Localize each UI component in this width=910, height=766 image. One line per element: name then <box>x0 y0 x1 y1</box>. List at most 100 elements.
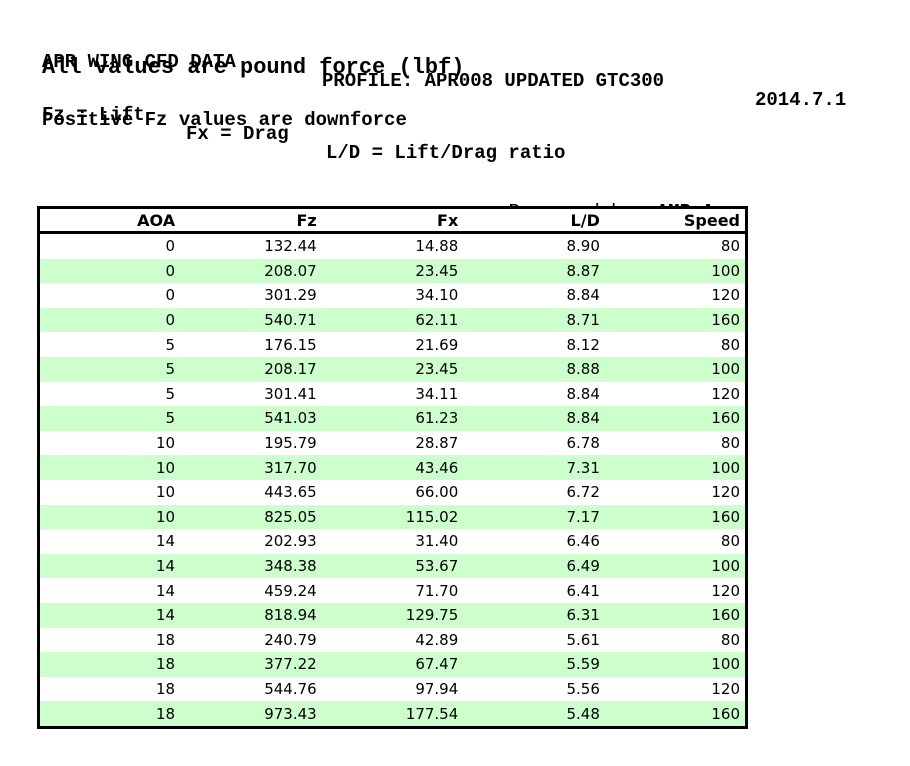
cell-aoa: 10 <box>38 455 181 480</box>
cell-aoa: 10 <box>38 479 181 505</box>
cell-aoa: 5 <box>38 381 181 407</box>
cell-ld: 6.78 <box>463 430 605 456</box>
table-row: 0 540.71 62.11 8.71 160 <box>38 307 747 333</box>
cell-fz: 202.93 <box>180 529 322 554</box>
cell-speed: 100 <box>604 258 747 284</box>
cell-ld: 8.87 <box>463 258 605 284</box>
cell-fx: 129.75 <box>321 602 464 628</box>
cell-aoa: 0 <box>38 283 181 308</box>
cell-speed: 100 <box>604 652 747 677</box>
table-row: 18 377.22 67.47 5.59 100 <box>38 652 747 677</box>
profile-label: PROFILE: APR008 UPDATED GTC300 <box>322 70 665 92</box>
cell-ld: 8.84 <box>463 283 605 308</box>
cell-aoa: 10 <box>38 430 181 456</box>
cell-aoa: 14 <box>38 578 181 603</box>
table-row: 10 317.70 43.46 7.31 100 <box>38 455 747 480</box>
cell-ld: 5.59 <box>463 652 605 677</box>
cell-ld: 6.72 <box>463 479 605 505</box>
cell-fx: 23.45 <box>321 258 464 284</box>
cell-ld: 5.61 <box>463 627 605 653</box>
cell-aoa: 0 <box>38 258 181 284</box>
cell-aoa: 18 <box>38 652 181 677</box>
cell-fz: 541.03 <box>180 406 322 431</box>
cell-fz: 973.43 <box>180 701 322 728</box>
cell-ld: 6.49 <box>463 553 605 579</box>
cell-fz: 443.65 <box>180 479 322 505</box>
cell-ld: 8.84 <box>463 406 605 431</box>
cell-fx: 34.11 <box>321 381 464 407</box>
cell-fz: 240.79 <box>180 627 322 653</box>
cell-ld: 8.12 <box>463 332 605 357</box>
cell-fz: 544.76 <box>180 676 322 702</box>
cell-fx: 67.47 <box>321 652 464 677</box>
document-title-line: APR WING CFD DATA PROFILE: APR008 UPDATE… <box>0 34 910 129</box>
cell-ld: 6.41 <box>463 578 605 603</box>
cell-fz: 818.94 <box>180 602 322 628</box>
cell-fx: 66.00 <box>321 479 464 505</box>
units-subtitle: All values are pound force (lbf) <box>42 55 465 80</box>
cell-fz: 195.79 <box>180 430 322 456</box>
cell-aoa: 18 <box>38 627 181 653</box>
document-date: 2014.7.1 <box>755 89 847 111</box>
cell-speed: 100 <box>604 455 747 480</box>
cell-ld: 6.31 <box>463 602 605 628</box>
cell-fz: 176.15 <box>180 332 322 357</box>
cell-fx: 71.70 <box>321 578 464 603</box>
cell-aoa: 10 <box>38 504 181 530</box>
cell-speed: 120 <box>604 381 747 407</box>
table-row: 0 208.07 23.45 8.87 100 <box>38 258 747 284</box>
legend-fz: Fz = Lift <box>42 104 145 126</box>
cell-ld: 8.88 <box>463 356 605 382</box>
cell-fz: 459.24 <box>180 578 322 603</box>
cell-speed: 120 <box>604 479 747 505</box>
legend-fx: Fx = Drag <box>186 123 289 145</box>
table-row: 0 132.44 14.88 8.90 80 <box>38 232 747 259</box>
table-row: 14 459.24 71.70 6.41 120 <box>38 578 747 603</box>
cell-speed: 80 <box>604 627 747 653</box>
cell-aoa: 5 <box>38 356 181 382</box>
cell-aoa: 5 <box>38 332 181 357</box>
column-header-aoa: AOA <box>38 207 181 234</box>
cell-speed: 120 <box>604 578 747 603</box>
cell-aoa: 0 <box>38 307 181 333</box>
cell-fx: 177.54 <box>321 701 464 728</box>
column-header-speed: Speed <box>604 207 747 234</box>
cell-fx: 43.46 <box>321 455 464 480</box>
cell-ld: 7.31 <box>463 455 605 480</box>
table-row: 10 443.65 66.00 6.72 120 <box>38 479 747 505</box>
table-row: 18 240.79 42.89 5.61 80 <box>38 627 747 653</box>
cell-ld: 5.56 <box>463 676 605 702</box>
cell-fz: 377.22 <box>180 652 322 677</box>
table-row: 14 202.93 31.40 6.46 80 <box>38 529 747 554</box>
cell-speed: 160 <box>604 602 747 628</box>
table-row: 14 348.38 53.67 6.49 100 <box>38 553 747 579</box>
table-row: 0 301.29 34.10 8.84 120 <box>38 283 747 308</box>
cell-fz: 208.07 <box>180 258 322 284</box>
cell-fx: 53.67 <box>321 553 464 579</box>
cell-fz: 208.17 <box>180 356 322 382</box>
cell-fz: 348.38 <box>180 553 322 579</box>
table-row: 18 544.76 97.94 5.56 120 <box>38 676 747 702</box>
cell-ld: 8.90 <box>463 232 605 259</box>
cell-fz: 825.05 <box>180 504 322 530</box>
cell-fx: 21.69 <box>321 332 464 357</box>
cell-speed: 160 <box>604 406 747 431</box>
cell-fx: 115.02 <box>321 504 464 530</box>
table-body: 0 132.44 14.88 8.90 80 0 208.07 23.45 8.… <box>38 232 747 728</box>
cell-fx: 42.89 <box>321 627 464 653</box>
column-header-ld: L/D <box>463 207 605 234</box>
cell-aoa: 14 <box>38 553 181 579</box>
cell-fx: 31.40 <box>321 529 464 554</box>
column-header-fz: Fz <box>180 207 322 234</box>
cell-fz: 132.44 <box>180 232 322 259</box>
cell-fx: 34.10 <box>321 283 464 308</box>
cell-aoa: 5 <box>38 406 181 431</box>
cell-speed: 120 <box>604 676 747 702</box>
cell-fx: 97.94 <box>321 676 464 702</box>
column-header-fx: Fx <box>321 207 464 234</box>
cell-aoa: 0 <box>38 232 181 259</box>
cell-speed: 160 <box>604 504 747 530</box>
table-row: 14 818.94 129.75 6.31 160 <box>38 602 747 628</box>
downforce-note: Positive Fz values are downforce <box>42 109 407 131</box>
